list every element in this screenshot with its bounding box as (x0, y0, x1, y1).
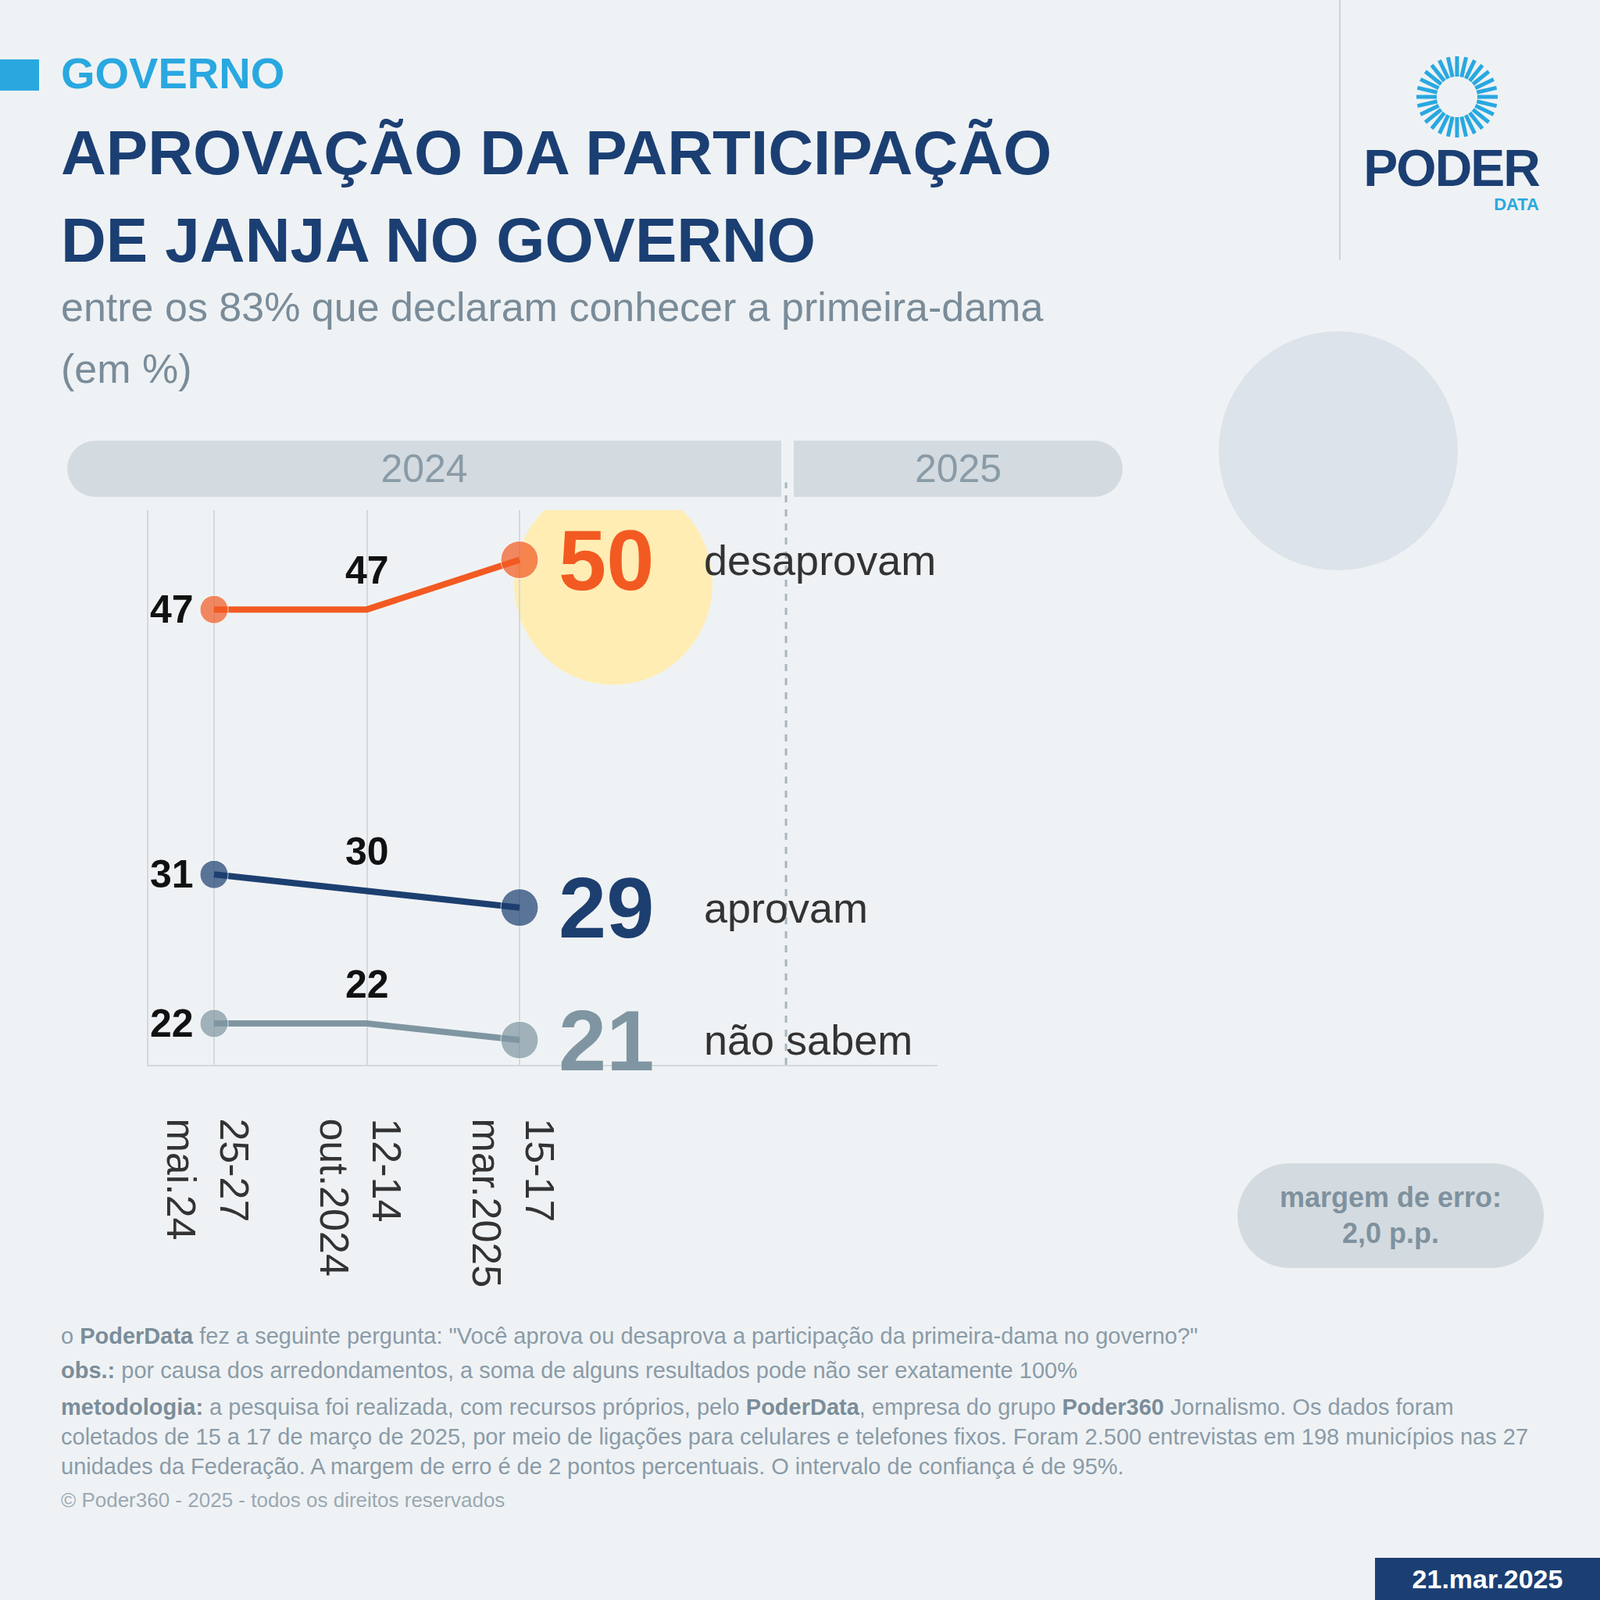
svg-text:22: 22 (345, 962, 390, 1007)
html-text:DE JANJA NO GOVERNO: DE JANJA NO GOVERNO (60, 205, 816, 275)
svg-text:25-27mai.24: 25-27mai.24 (158, 1117, 258, 1240)
html-text:entre os 83% que declaram conh: entre os 83% que declaram conhecer a pri… (60, 284, 1044, 330)
html-text:metodologia: a pesquisa foi re: metodologia: a pesquisa foi realizada, c… (60, 1394, 1529, 1479)
html-text:2,0 p.p.: 2,0 p.p. (1342, 1217, 1440, 1250)
svg-text:15-17mar.2025: 15-17mar.2025 (464, 1117, 563, 1288)
html-text:21.mar.2025: 21.mar.2025 (1412, 1564, 1563, 1594)
html-text:(em %): (em %) (60, 346, 192, 392)
svg-text:aprovam: aprovam (703, 884, 868, 932)
html-text:APROVAÇÃO DA PARTICIPAÇÃO: APROVAÇÃO DA PARTICIPAÇÃO (60, 117, 1052, 188)
html-text:o PoderData fez a seguinte per: o PoderData fez a seguinte pergunta: "Vo… (60, 1323, 1198, 1349)
svg-text:50: 50 (558, 511, 654, 608)
svg-text:21: 21 (558, 992, 654, 1089)
html-text:GOVERNO: GOVERNO (60, 48, 285, 98)
svg-text:não sabem: não sabem (703, 1016, 913, 1064)
svg-text:29: 29 (558, 859, 654, 956)
svg-text:47: 47 (345, 548, 390, 593)
svg-text:12-14out.2024: 12-14out.2024 (311, 1117, 411, 1276)
html-text:© Poder360 - 2025 - todos os d: © Poder360 - 2025 - todos os direitos re… (60, 1488, 505, 1513)
html-text:DATA: DATA (1493, 194, 1540, 215)
svg-text:30: 30 (345, 829, 390, 874)
html-text:2025: 2025 (914, 446, 1002, 491)
svg-text:22: 22 (150, 1001, 194, 1046)
svg-text:47: 47 (150, 587, 194, 632)
svg-text:31: 31 (150, 852, 194, 897)
html-text:2024: 2024 (380, 446, 468, 491)
html-text:PODER: PODER (1363, 139, 1540, 197)
svg-text:desaprovam: desaprovam (703, 536, 936, 584)
html-text:obs.: por causa dos arredondam: obs.: por causa dos arredondamentos, a s… (60, 1357, 1078, 1383)
html-text:margem de erro:: margem de erro: (1279, 1181, 1502, 1214)
